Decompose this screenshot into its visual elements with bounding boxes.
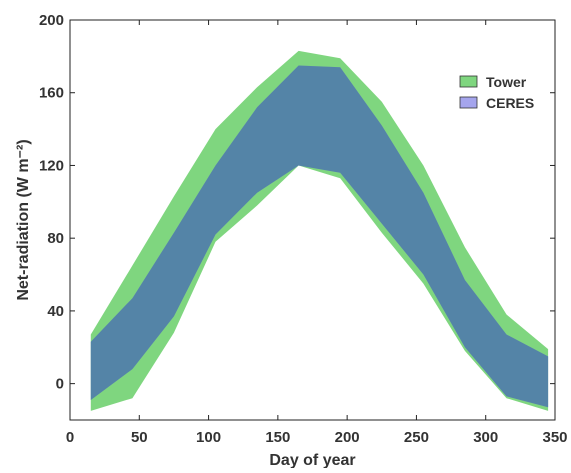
band-overlap	[90, 65, 549, 408]
y-tick-label: 160	[39, 85, 64, 102]
x-tick-label: 0	[66, 429, 74, 446]
y-tick-label: 80	[47, 230, 64, 247]
x-tick-label: 150	[265, 429, 290, 446]
x-axis-label: Day of year	[269, 452, 355, 468]
x-tick-label: 300	[473, 429, 498, 446]
band-layer	[90, 50, 549, 411]
legend-swatch-ceres	[459, 96, 478, 109]
y-tick-label: 120	[39, 157, 64, 174]
plot-frame	[69, 19, 556, 421]
y-tick-label: 0	[56, 376, 64, 393]
legend-swatch-tower	[459, 75, 478, 88]
x-tick-label: 100	[196, 429, 221, 446]
legend-label-ceres: CERES	[486, 95, 534, 111]
y-tick-label: 200	[39, 12, 64, 29]
x-tick-label: 50	[131, 429, 148, 446]
axes-layer: 0 50 100 150 200 250 300 350 0 40 80 120 160 200 Day o…	[15, 12, 568, 469]
legend: Tower CERES	[459, 74, 534, 111]
x-tick-label: 350	[542, 429, 567, 446]
y-tick-label: 40	[47, 303, 64, 320]
x-tick-label: 200	[335, 429, 360, 446]
y-axis-label: Net-radiation (W m⁻²)	[15, 139, 32, 300]
legend-label-tower: Tower	[486, 74, 527, 90]
x-tick-label: 250	[404, 429, 429, 446]
